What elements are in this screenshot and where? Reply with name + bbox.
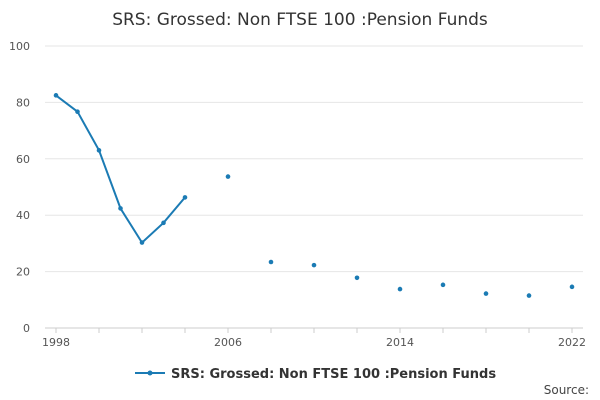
data-point[interactable] bbox=[118, 206, 123, 211]
data-point[interactable] bbox=[440, 282, 446, 288]
legend-label: SRS: Grossed: Non FTSE 100 :Pension Fund… bbox=[171, 367, 496, 382]
y-tick-label: 80 bbox=[16, 96, 30, 109]
data-point[interactable] bbox=[526, 293, 532, 298]
data-point[interactable] bbox=[182, 195, 188, 200]
data-point[interactable] bbox=[75, 109, 80, 115]
x-tick-label: 1998 bbox=[42, 336, 70, 349]
data-point[interactable] bbox=[311, 262, 317, 268]
series-points bbox=[53, 93, 575, 298]
y-tick-label: 40 bbox=[16, 209, 30, 222]
data-point[interactable] bbox=[161, 220, 166, 226]
data-point[interactable] bbox=[139, 240, 145, 245]
x-tick-label: 2022 bbox=[558, 336, 586, 349]
source-label: Source: bbox=[544, 383, 589, 397]
y-tick-label: 20 bbox=[16, 266, 30, 279]
y-axis: 0 20 40 60 80 100 bbox=[9, 40, 30, 335]
data-point[interactable] bbox=[96, 148, 102, 153]
data-point[interactable] bbox=[483, 291, 489, 296]
x-tick-label: 2014 bbox=[386, 336, 414, 349]
legend-point-marker bbox=[147, 370, 153, 376]
x-axis: 1998 2006 2014 2022 bbox=[42, 327, 586, 349]
series-line bbox=[55, 94, 186, 245]
series-lines bbox=[55, 94, 186, 245]
data-point[interactable] bbox=[225, 174, 231, 179]
y-tick-label: 100 bbox=[9, 40, 30, 53]
y-tick-label: 0 bbox=[23, 322, 30, 335]
x-tick-label: 2006 bbox=[214, 336, 242, 349]
data-point[interactable] bbox=[53, 93, 59, 98]
legend[interactable]: SRS: Grossed: Non FTSE 100 :Pension Fund… bbox=[135, 367, 496, 382]
y-tick-label: 60 bbox=[16, 153, 30, 166]
data-point[interactable] bbox=[354, 275, 360, 281]
data-point[interactable] bbox=[569, 284, 575, 290]
data-point[interactable] bbox=[397, 286, 403, 292]
data-point[interactable] bbox=[268, 259, 274, 265]
chart-title: SRS: Grossed: Non FTSE 100 :Pension Fund… bbox=[112, 10, 488, 30]
gridlines bbox=[45, 45, 583, 273]
